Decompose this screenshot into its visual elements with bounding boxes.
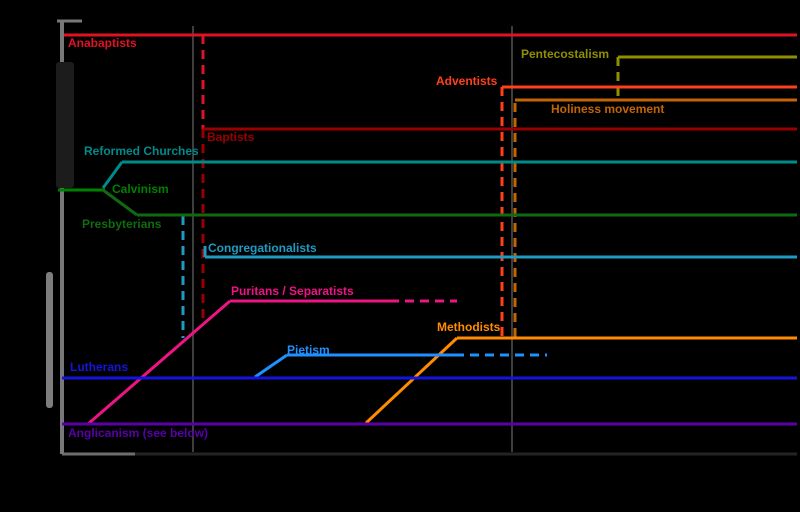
branch-label-calvinism: Calvinism xyxy=(112,182,169,196)
branch-label-holiness-movement: Holiness movement xyxy=(551,102,665,116)
branch-label-puritans-separatists: Puritans / Separatists xyxy=(231,284,354,298)
branch-label-anabaptists: Anabaptists xyxy=(68,36,137,50)
branch-label-anglicanism: Anglicanism (see below) xyxy=(68,426,209,440)
branch-line-puritans-separatists-0 xyxy=(87,299,231,426)
branch-line-pietism-0 xyxy=(254,353,288,379)
branch-label-congregationalists: Congregationalists xyxy=(208,241,317,255)
branch-label-presbyterians: Presbyterians xyxy=(82,217,162,231)
left-bracket-bar xyxy=(46,272,53,408)
branch-label-pentecostalism: Pentecostalism xyxy=(521,47,610,61)
branch-label-adventists: Adventists xyxy=(436,74,498,88)
branch-label-baptists: Baptists xyxy=(207,130,255,144)
branch-label-pietism: Pietism xyxy=(287,343,330,357)
branch-label-lutherans: Lutherans xyxy=(70,360,129,374)
left-vertical-label-smudge xyxy=(56,62,74,188)
branch-line-reformed-churches-0 xyxy=(101,161,124,189)
branch-label-methodists: Methodists xyxy=(437,320,501,334)
branch-line-presbyterians-0 xyxy=(102,188,138,217)
branch-label-reformed-churches: Reformed Churches xyxy=(84,144,199,158)
branch-line-methodists-0 xyxy=(364,336,459,425)
